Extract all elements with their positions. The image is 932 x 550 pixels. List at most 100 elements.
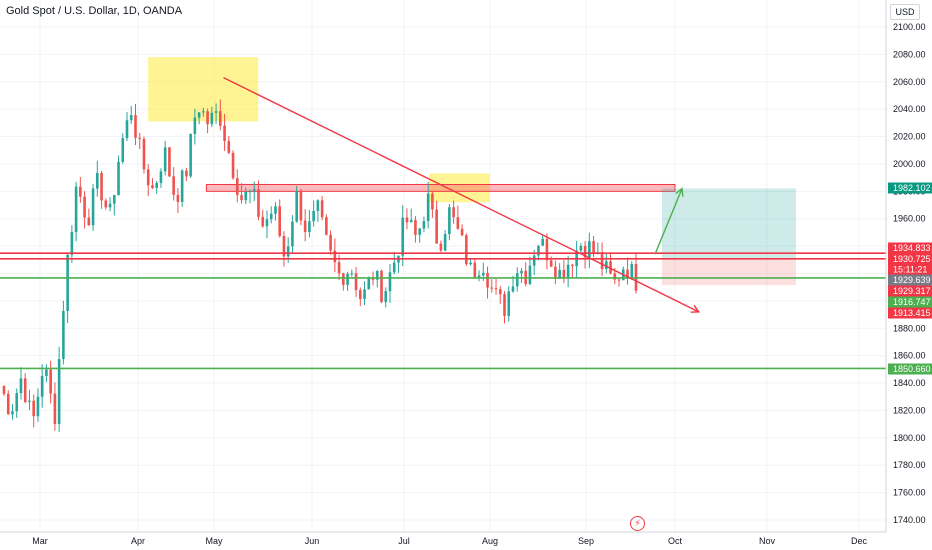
target-zone <box>662 188 796 259</box>
chart-title: Gold Spot / U.S. Dollar, 1D, OANDA <box>6 5 183 17</box>
candle-body <box>248 191 252 193</box>
candle-body <box>274 206 277 214</box>
candle-body <box>367 277 371 290</box>
candle-body <box>231 152 235 179</box>
candle-body <box>151 185 154 188</box>
countdown-tag <box>888 264 932 275</box>
candle-body <box>214 111 218 113</box>
candle-body <box>316 200 320 211</box>
candle-body <box>295 190 298 222</box>
candle-body <box>185 170 188 177</box>
price-tag-label: 1982.102 <box>893 183 931 193</box>
candle-body <box>36 396 40 417</box>
candle-body <box>469 262 472 265</box>
price-tick-label: 2000.00 <box>893 159 926 169</box>
candle-body <box>609 261 612 274</box>
candle-body <box>426 193 430 222</box>
candle-body <box>486 272 489 288</box>
candle-body <box>57 359 61 424</box>
time-tick-label: Oct <box>668 536 683 546</box>
candle-body <box>579 245 583 251</box>
candle-body <box>265 219 269 227</box>
candle-body <box>414 219 417 235</box>
candle-body <box>227 141 231 153</box>
candle-body <box>219 111 222 126</box>
price-tag <box>888 363 932 375</box>
candle-body <box>443 234 447 251</box>
candle-body <box>303 220 307 232</box>
candle-body <box>2 386 6 394</box>
candle-body <box>571 264 574 267</box>
price-tag-label: 1930.725 <box>893 254 931 264</box>
candle-body <box>375 270 379 280</box>
price-tag-label: 1850.660 <box>893 364 931 374</box>
price-tick-label: 2040.00 <box>893 104 926 114</box>
candle-body <box>435 209 438 244</box>
candle-body <box>308 221 311 232</box>
candle-body <box>545 238 549 261</box>
candle-body <box>159 171 163 183</box>
price-tag <box>888 274 932 286</box>
time-tick-label: Apr <box>131 536 145 546</box>
candle-body <box>240 195 243 201</box>
candle-body <box>477 275 481 278</box>
time-tick-label: Nov <box>759 536 776 546</box>
candle-body <box>79 186 82 197</box>
price-tag-label: 1929.317 <box>893 286 931 296</box>
candle-body <box>193 117 197 134</box>
candle-body <box>40 376 44 397</box>
candle-body <box>91 188 95 226</box>
candle-body <box>142 138 146 170</box>
candle-body <box>392 262 396 273</box>
candle-body <box>473 262 477 278</box>
price-tag-label: 1913.415 <box>893 308 931 318</box>
candle-body <box>515 273 519 287</box>
candle-body <box>537 245 540 256</box>
candle-body <box>583 245 587 258</box>
candle-body <box>108 203 112 208</box>
time-tick-label: Jun <box>305 536 320 546</box>
candle-body <box>329 234 332 251</box>
candle-body <box>592 241 595 253</box>
candle-body <box>460 228 464 236</box>
price-tag-label: 1929.639 <box>893 275 931 285</box>
candle-body <box>320 200 324 218</box>
price-tick-label: 1760.00 <box>893 488 926 498</box>
candle-body <box>617 279 621 281</box>
price-tick-label: 1780.00 <box>893 460 926 470</box>
lightning-icon[interactable]: ⚡ <box>630 516 645 531</box>
candle-body <box>202 111 205 113</box>
price-tag-label: 1916.747 <box>893 297 931 307</box>
trendline <box>223 77 700 313</box>
candle-body <box>62 310 65 360</box>
candle-body <box>138 137 142 139</box>
time-tick-label: Jul <box>398 536 410 546</box>
candle-body <box>252 189 256 192</box>
candles <box>2 99 638 432</box>
candle-body <box>342 273 345 285</box>
candle-body <box>401 217 405 256</box>
candle-body <box>70 232 74 255</box>
candle-body <box>630 264 634 278</box>
candle-body <box>223 125 226 142</box>
candle-body <box>53 393 57 424</box>
currency-button[interactable]: USD <box>890 4 920 20</box>
candle-body <box>96 172 99 189</box>
candle-body <box>494 288 498 290</box>
countdown-label: 15:11:21 <box>893 265 927 275</box>
candle-body <box>278 206 282 237</box>
price-tick-label: 1840.00 <box>893 378 926 388</box>
candle-body <box>384 291 388 303</box>
time-tick-label: May <box>205 536 223 546</box>
target-arrow <box>654 188 683 255</box>
candle-body <box>490 287 494 289</box>
candle-body <box>134 115 137 138</box>
candle-body <box>405 217 409 223</box>
candle-body <box>28 400 31 402</box>
price-tag <box>888 307 932 319</box>
time-tick-label: Mar <box>32 536 48 546</box>
candle-body <box>257 189 260 217</box>
